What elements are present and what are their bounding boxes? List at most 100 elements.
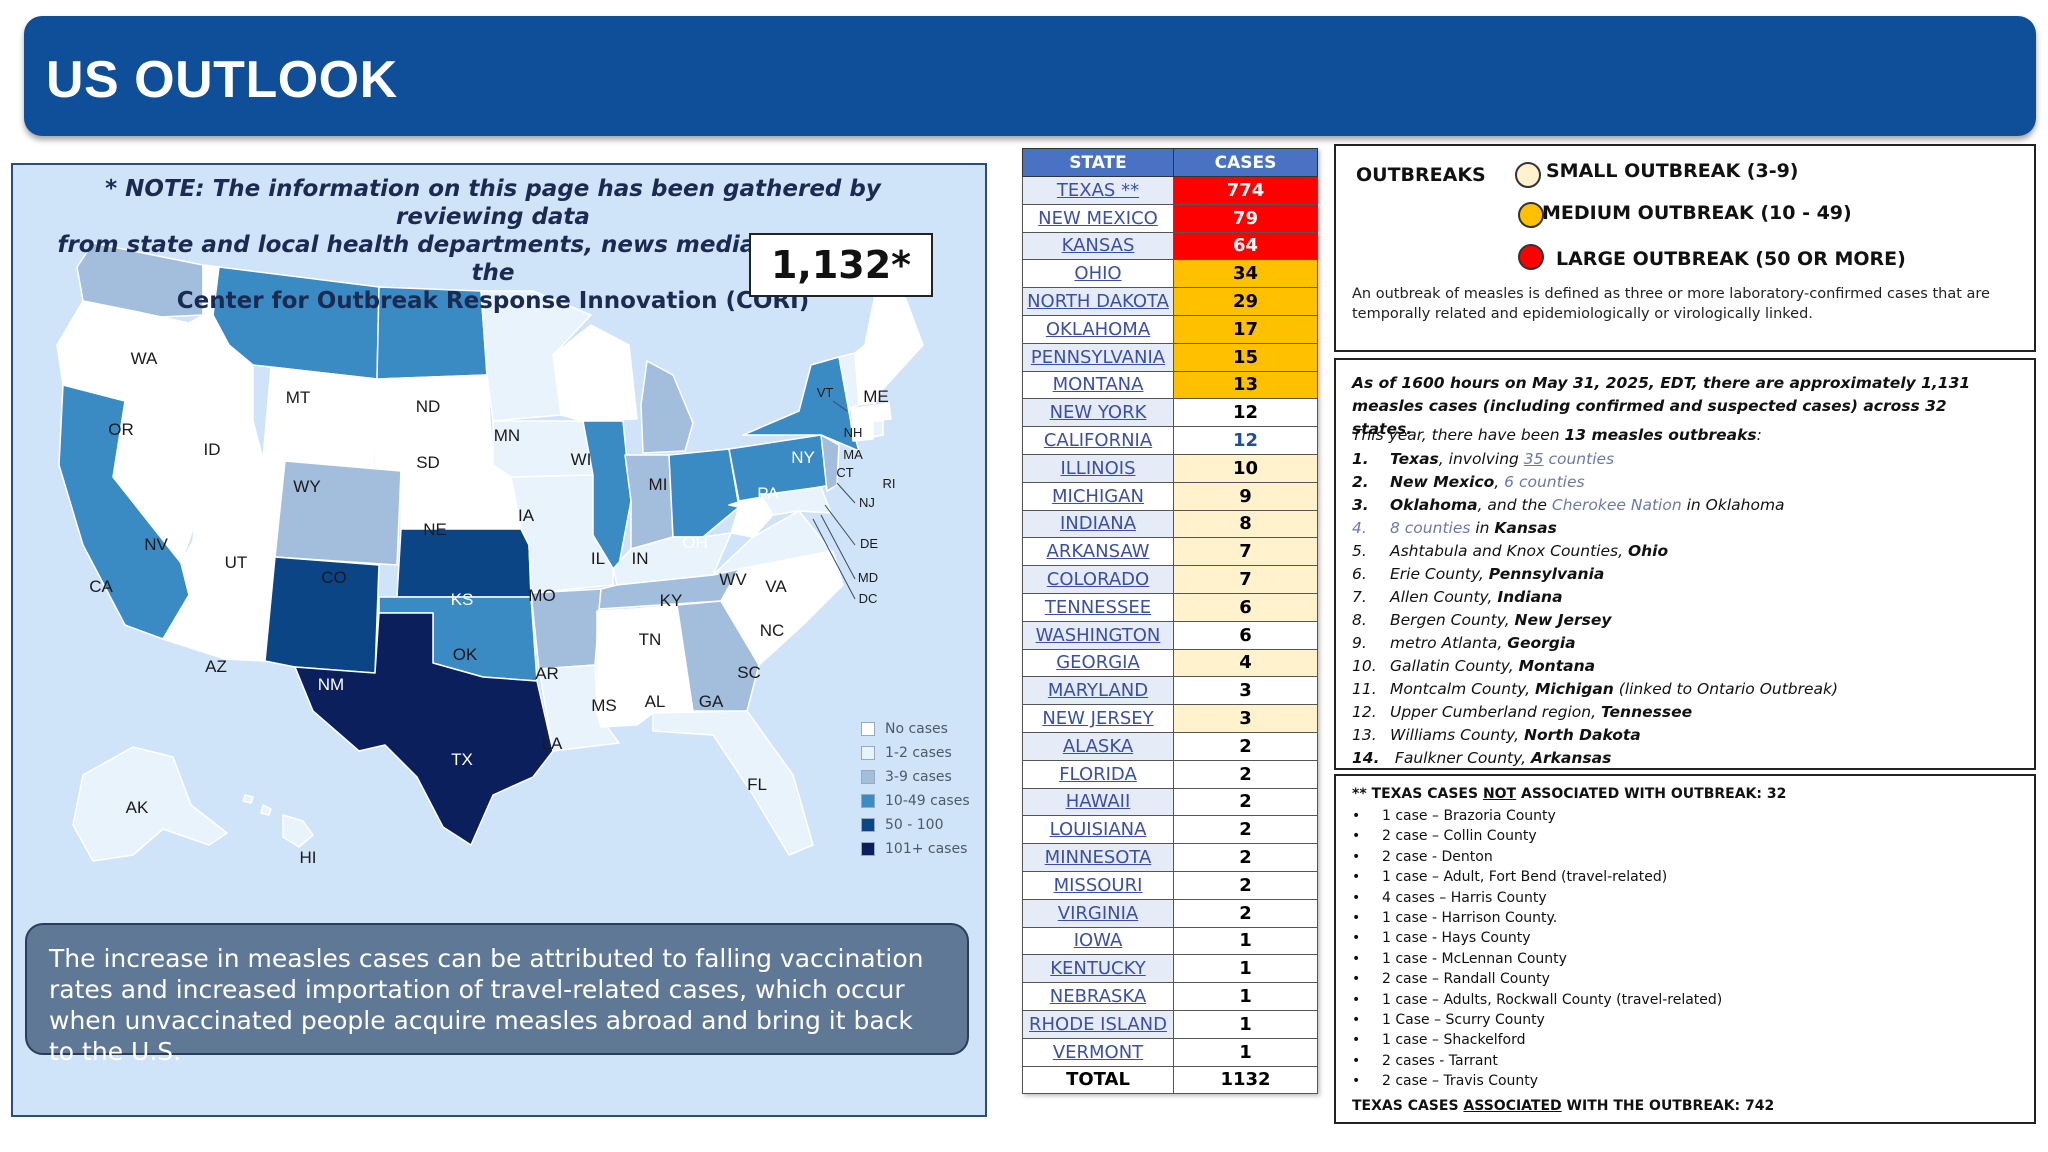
outbreak-item: 9. metro Atlanta, Georgia — [1352, 634, 1576, 652]
state-link[interactable]: TENNESSEE — [1022, 592, 1174, 622]
legend-swatch — [861, 842, 875, 856]
state-link[interactable]: WASHINGTON — [1022, 620, 1174, 650]
texas-case-list: • 1 case – Brazoria County • 2 case – Colli… — [1352, 806, 1722, 1091]
state-link[interactable]: PENNSYLVANIA — [1022, 342, 1174, 372]
total-row: TOTAL 1132 — [1022, 1065, 1318, 1095]
case-count: 13 — [1173, 370, 1318, 400]
label-ga: GA — [699, 692, 724, 711]
table-row: TEXAS ** 774 — [1022, 176, 1318, 205]
table-row: KENTUCKY 1 — [1022, 954, 1318, 984]
state-link[interactable]: COLORADO — [1022, 565, 1174, 594]
label-wv: WV — [719, 570, 747, 589]
label-ok: OK — [453, 645, 478, 664]
state-link[interactable]: VIRGINIA — [1022, 898, 1174, 928]
case-count: 7 — [1173, 565, 1318, 594]
legend-swatch — [861, 818, 875, 832]
state-link[interactable]: CALIFORNIA — [1022, 426, 1174, 455]
case-count: 15 — [1173, 342, 1318, 372]
state-link[interactable]: NEW JERSEY — [1022, 704, 1174, 733]
state-link[interactable]: IOWA — [1022, 926, 1174, 956]
label-nm: NM — [318, 675, 344, 694]
label-fl: FL — [747, 775, 767, 794]
state-ma — [850, 402, 892, 424]
outbreak-item: 2. New Mexico, 6 counties — [1352, 473, 1585, 491]
label-ny: NY — [791, 448, 815, 467]
note-line-3: Center for Outbreak Response Innovation … — [176, 288, 810, 314]
state-link[interactable]: OHIO — [1022, 259, 1174, 289]
case-count: 10 — [1173, 453, 1318, 483]
state-ms — [596, 608, 638, 728]
state-link[interactable]: OKLAHOMA — [1022, 314, 1174, 344]
case-count: 774 — [1173, 176, 1318, 205]
summary-intro: As of 1600 hours on May 31, 2025, EDT, t… — [1352, 374, 1971, 438]
table-row: RHODE ISLAND 1 — [1022, 1009, 1318, 1039]
state-link[interactable]: KENTUCKY — [1022, 954, 1174, 984]
state-link[interactable]: KANSAS — [1022, 231, 1174, 261]
state-link[interactable]: HAWAII — [1022, 787, 1174, 817]
state-link[interactable]: NORTH DAKOTA — [1022, 287, 1174, 316]
state-link[interactable]: INDIANA — [1022, 509, 1174, 539]
texas-not-associated-header: ** TEXAS CASES NOT ASSOCIATED WITH OUTBR… — [1352, 786, 1787, 802]
label-ak: AK — [126, 798, 149, 817]
case-count: 29 — [1173, 287, 1318, 316]
label-nd: ND — [416, 397, 441, 416]
legend-item: 3-9 cases — [861, 765, 970, 789]
outbreak-item: 4. 8 counties in Kansas — [1352, 519, 1557, 537]
label-wa: WA — [131, 349, 158, 368]
outbreaks-title: OUTBREAKS — [1356, 164, 1486, 186]
legend-swatch — [861, 770, 875, 784]
large-outbreak-icon — [1518, 244, 1544, 270]
texas-case-item: • 2 case – Randall County — [1352, 971, 1550, 988]
texas-case-item: • 4 cases – Harris County — [1352, 889, 1547, 906]
state-link[interactable]: FLORIDA — [1022, 759, 1174, 789]
label-al: AL — [645, 692, 666, 711]
state-link[interactable]: LOUISIANA — [1022, 815, 1174, 845]
table-row: ARKANSAW 7 — [1022, 537, 1318, 567]
case-count: 7 — [1173, 537, 1318, 567]
label-id: ID — [204, 440, 221, 459]
col-header-state: STATE — [1022, 148, 1174, 177]
state-nj — [820, 434, 840, 492]
cause-callout: The increase in measles cases can be att… — [25, 923, 969, 1066]
case-count: 6 — [1173, 620, 1318, 650]
state-link[interactable]: ARKANSAW — [1022, 537, 1174, 567]
case-count: 1 — [1173, 954, 1318, 984]
case-count: 2 — [1173, 815, 1318, 845]
label-ma: MA — [843, 447, 863, 462]
table-row: FLORIDA 2 — [1022, 759, 1318, 789]
state-va — [712, 510, 832, 576]
table-row: IOWA 1 — [1022, 926, 1318, 956]
table-row: CALIFORNIA 12 — [1022, 426, 1318, 455]
state-link[interactable]: ILLINOIS — [1022, 453, 1174, 483]
state-link[interactable]: NEW YORK — [1022, 398, 1174, 428]
state-link[interactable]: TEXAS ** — [1022, 176, 1174, 205]
page-title: US OUTLOOK — [46, 51, 398, 109]
label-la: LA — [542, 734, 563, 753]
state-hi — [242, 794, 314, 848]
label-or: OR — [108, 420, 134, 439]
label-ks: KS — [451, 590, 474, 609]
state-link[interactable]: MICHIGAN — [1022, 481, 1174, 511]
label-va: VA — [765, 577, 787, 596]
state-link[interactable]: NEW MEXICO — [1022, 203, 1174, 233]
table-row: MONTANA 13 — [1022, 370, 1318, 400]
texas-case-item: • 1 case – Adults, Rockwall County (trave… — [1352, 991, 1723, 1008]
state-link[interactable]: MISSOURI — [1022, 870, 1174, 900]
small-outbreak-icon — [1515, 162, 1541, 188]
us-map-panel: WA OR ID MT ND SD WY NV UT CO CA AZ NM N… — [11, 163, 987, 1117]
outbreak-item: 13. Williams County, North Dakota — [1352, 726, 1641, 744]
state-link[interactable]: GEORGIA — [1022, 648, 1174, 678]
state-link[interactable]: VERMONT — [1022, 1037, 1174, 1067]
case-count: 79 — [1173, 203, 1318, 233]
state-link[interactable]: ALASKA — [1022, 731, 1174, 761]
state-link[interactable]: NEBRASKA — [1022, 982, 1174, 1011]
state-la — [538, 664, 620, 752]
note-line-1: * NOTE: The information on this page has… — [105, 176, 881, 230]
label-nh: NH — [844, 425, 863, 440]
state-link[interactable]: MARYLAND — [1022, 676, 1174, 706]
state-link[interactable]: MONTANA — [1022, 370, 1174, 400]
label-tx: TX — [451, 750, 473, 769]
texas-case-item: • 1 case - Harrison County. — [1352, 909, 1558, 926]
state-link[interactable]: MINNESOTA — [1022, 843, 1174, 872]
state-link[interactable]: RHODE ISLAND — [1022, 1009, 1174, 1039]
